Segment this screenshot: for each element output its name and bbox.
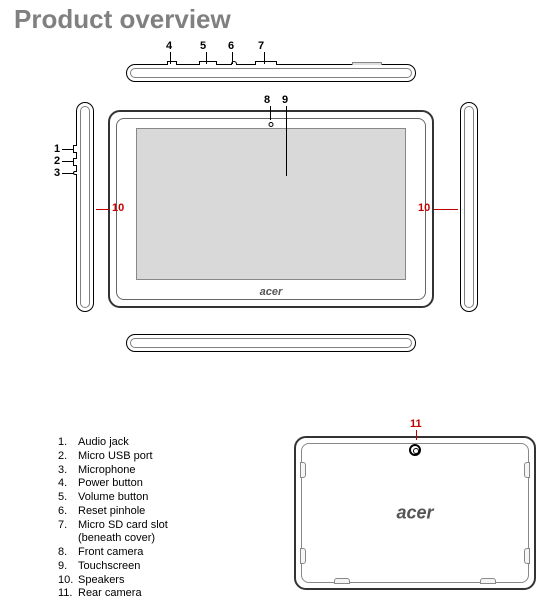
legend-text: Microphone [78,464,135,478]
callout-9: 9 [282,94,288,106]
legend-text: Micro USB port [78,450,153,464]
legend-num: 3. [58,464,78,478]
leader-4 [170,52,171,64]
legend-text: Touchscreen [78,560,140,574]
rear-camera-icon [409,444,421,456]
legend-item-6: 6.Reset pinhole [58,505,168,519]
legend-text: Volume button [78,491,148,505]
leader-5 [206,52,207,64]
legend-text: Audio jack [78,436,129,450]
legend-text: Front camera [78,546,143,560]
diagram-top-edge [126,64,416,82]
legend-num: 7. [58,519,78,533]
legend-text: Power button [78,477,143,491]
legend-num: 6. [58,505,78,519]
micro-usb-port [73,158,77,166]
callout-3: 3 [54,167,60,179]
power-button-port [167,61,177,65]
leader-6 [232,52,233,64]
diagram-tablet-rear: acer [294,436,536,590]
volume-button-port [199,61,217,65]
callout-10-right: 10 [418,202,430,214]
leader-11 [416,430,417,440]
rear-clip [480,578,496,584]
legend-item-2: 2.Micro USB port [58,450,168,464]
rear-clip [524,548,530,564]
legend-item-7: 7.Micro SD card slot [58,519,168,533]
legend-num: 11. [58,587,78,601]
legend-item-9: 9.Touchscreen [58,560,168,574]
leader-1 [62,149,74,150]
diagram-bottom-edge [126,334,416,352]
legend-num: 8. [58,546,78,560]
legend-text: Reset pinhole [78,505,145,519]
legend-num: 1. [58,436,78,450]
legend-item-11: 11.Rear camera [58,587,168,601]
brand-logo-rear: acer [396,503,433,524]
legend-num: 4. [58,477,78,491]
top-notch [352,62,382,65]
legend-num: 9. [58,560,78,574]
rear-clip [334,578,350,584]
legend-num: 5. [58,491,78,505]
diagram-left-edge [76,102,94,312]
legend-text: Rear camera [78,587,142,601]
legend-num: 10. [58,574,78,588]
leader-10-left [96,209,110,210]
callout-2: 2 [54,155,60,167]
callout-10-left: 10 [112,202,124,214]
legend-item-8: 8.Front camera [58,546,168,560]
legend-item-10: 10.Speakers [58,574,168,588]
legend-text: Speakers [78,574,124,588]
leader-2 [62,161,74,162]
legend-item-5: 5.Volume button [58,491,168,505]
touchscreen [136,128,406,280]
leader-3 [62,173,74,174]
callout-7: 7 [258,40,264,52]
rear-clip [300,548,306,564]
brand-logo-front: acer [260,286,283,298]
leader-9 [286,106,287,176]
legend-text: (beneath cover) [78,532,155,544]
leader-10-right [434,209,458,210]
legend-item-1: 1.Audio jack [58,436,168,450]
callout-6: 6 [228,40,234,52]
diagram-right-edge [460,102,478,312]
legend-item-7b: (beneath cover) [58,532,168,546]
leader-8 [270,106,271,120]
legend-item-3: 3.Microphone [58,464,168,478]
diagram-tablet-front: acer [108,110,434,308]
callout-11: 11 [410,418,422,430]
rear-clip [524,462,530,478]
front-camera-icon [269,122,274,127]
callout-4: 4 [166,40,172,52]
legend-item-4: 4.Power button [58,477,168,491]
callout-8: 8 [264,94,270,106]
legend-list: 1.Audio jack 2.Micro USB port 3.Micropho… [58,436,168,601]
leader-7 [264,52,265,64]
callout-1: 1 [54,143,60,155]
sd-card-slot-port [255,61,277,65]
page-title: Product overview [14,4,231,35]
legend-text: Micro SD card slot [78,519,168,533]
callout-5: 5 [200,40,206,52]
legend-num: 2. [58,450,78,464]
rear-clip [300,462,306,478]
